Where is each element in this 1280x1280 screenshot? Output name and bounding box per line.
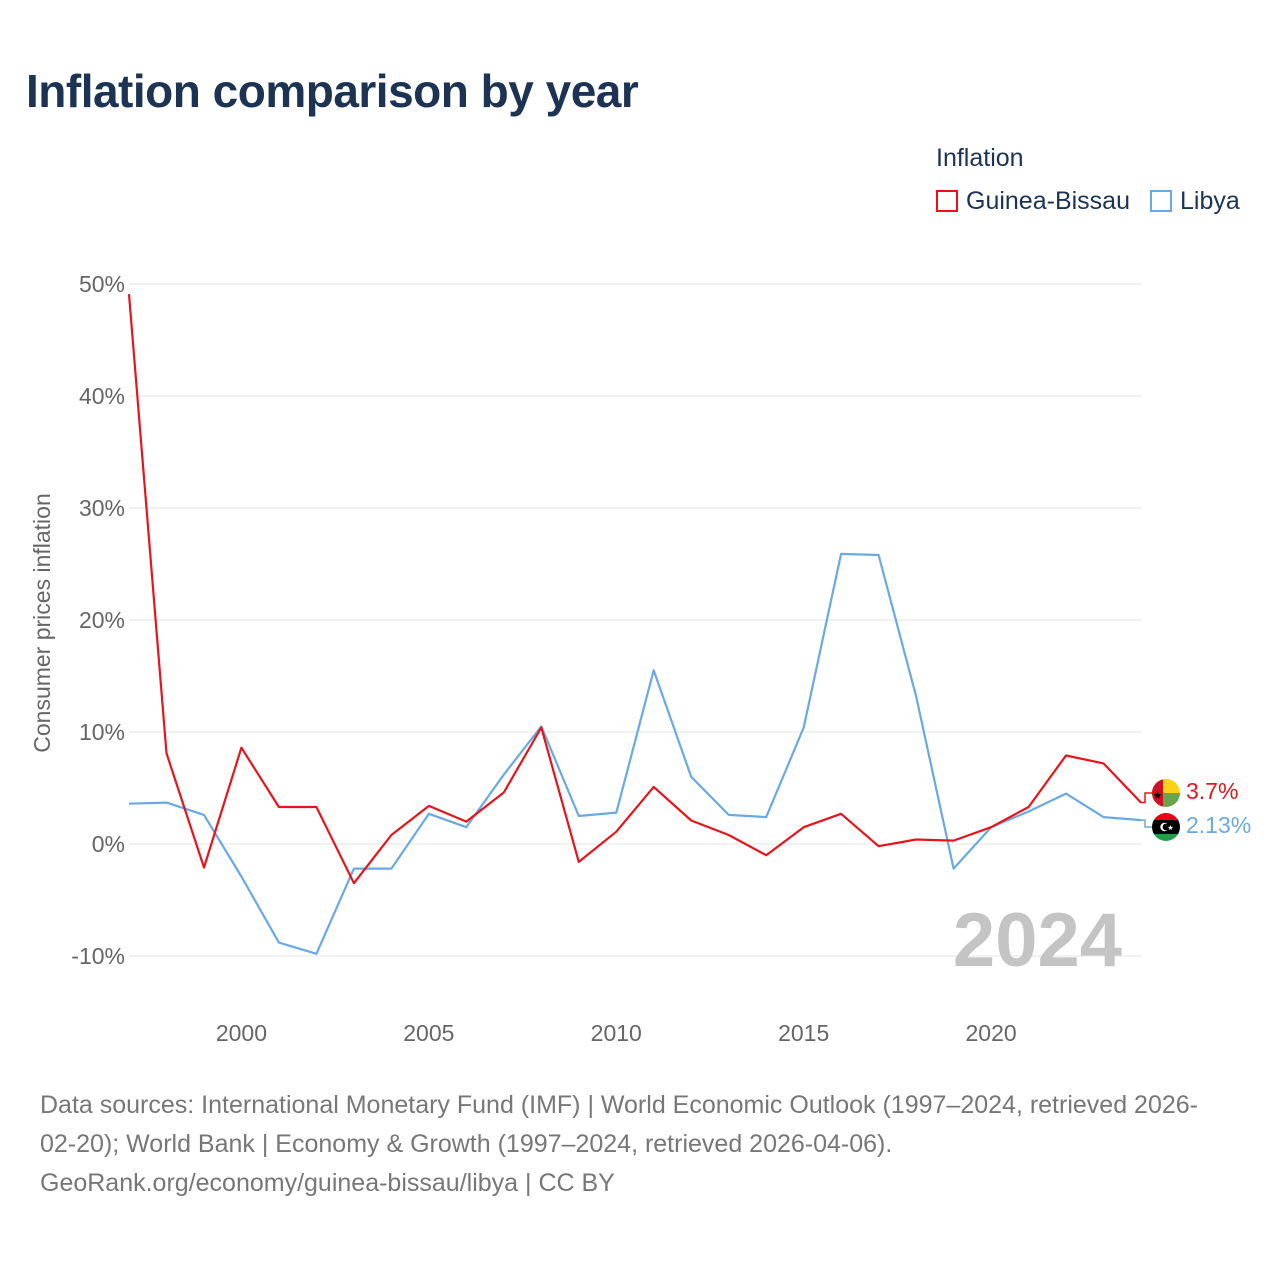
chart-area: -10%0%10%20%30%40%50% 2000 2005 2010 2015 20…: [29, 271, 1251, 1046]
series-lines: [127, 294, 1142, 955]
data-sources-footer: Data sources: International Monetary Fun…: [40, 1086, 1250, 1203]
end-connector-guinea-bissau: [1141, 792, 1152, 804]
x-axis-ticks: 2000 2005 2010 2015 2020: [216, 1020, 1017, 1046]
y-tick-label: 40%: [79, 383, 125, 409]
legend-label-guinea-bissau: Guinea-Bissau: [966, 186, 1130, 215]
y-axis-ticks: -10% 0% 10% 20% 30% 40% 50%: [71, 271, 125, 969]
series-line-libya[interactable]: [128, 552, 1142, 955]
gridlines: [129, 283, 1141, 957]
svg-text:★: ★: [1167, 824, 1173, 832]
legend-swatch-guinea-bissau: [936, 190, 958, 212]
y-tick-label: 50%: [79, 271, 125, 297]
x-tick-label: 2000: [216, 1020, 267, 1046]
x-tick-label: 2005: [403, 1020, 454, 1046]
end-value-guinea-bissau: 3.7%: [1186, 778, 1238, 804]
y-tick-label: 30%: [79, 495, 125, 521]
series-line-guinea-bissau[interactable]: [127, 294, 1142, 885]
svg-text:★: ★: [1153, 790, 1163, 802]
year-watermark: 2024: [953, 898, 1122, 983]
legend-swatch-libya: [1150, 190, 1172, 212]
source-line-2: 02-20); World Bank | Economy & Growth (1…: [40, 1130, 893, 1158]
end-connector-libya: [1141, 819, 1152, 828]
legend-item-libya[interactable]: Libya: [1150, 186, 1240, 216]
y-tick-label: 0%: [92, 831, 125, 857]
legend-title: Inflation: [936, 144, 1024, 172]
guinea-bissau-flag-icon: ★: [1152, 779, 1180, 807]
x-tick-label: 2015: [778, 1020, 829, 1046]
end-value-libya: 2.13%: [1186, 812, 1251, 838]
libya-flag-icon: ★: [1152, 813, 1180, 841]
x-tick-label: 2010: [591, 1020, 642, 1046]
y-tick-label: 10%: [79, 719, 125, 745]
source-url-line[interactable]: GeoRank.org/economy/guinea-bissau/libya …: [40, 1169, 615, 1197]
legend-label-libya: Libya: [1180, 186, 1240, 215]
source-line-1: Data sources: International Monetary Fun…: [40, 1091, 1198, 1119]
chart-title: Inflation comparison by year: [26, 65, 639, 117]
y-axis-title: Consumer prices inflation: [29, 493, 55, 753]
x-tick-label: 2020: [965, 1020, 1016, 1046]
y-tick-label: -10%: [71, 943, 125, 969]
y-tick-label: 20%: [79, 607, 125, 633]
legend-item-guinea-bissau[interactable]: Guinea-Bissau: [936, 186, 1130, 216]
